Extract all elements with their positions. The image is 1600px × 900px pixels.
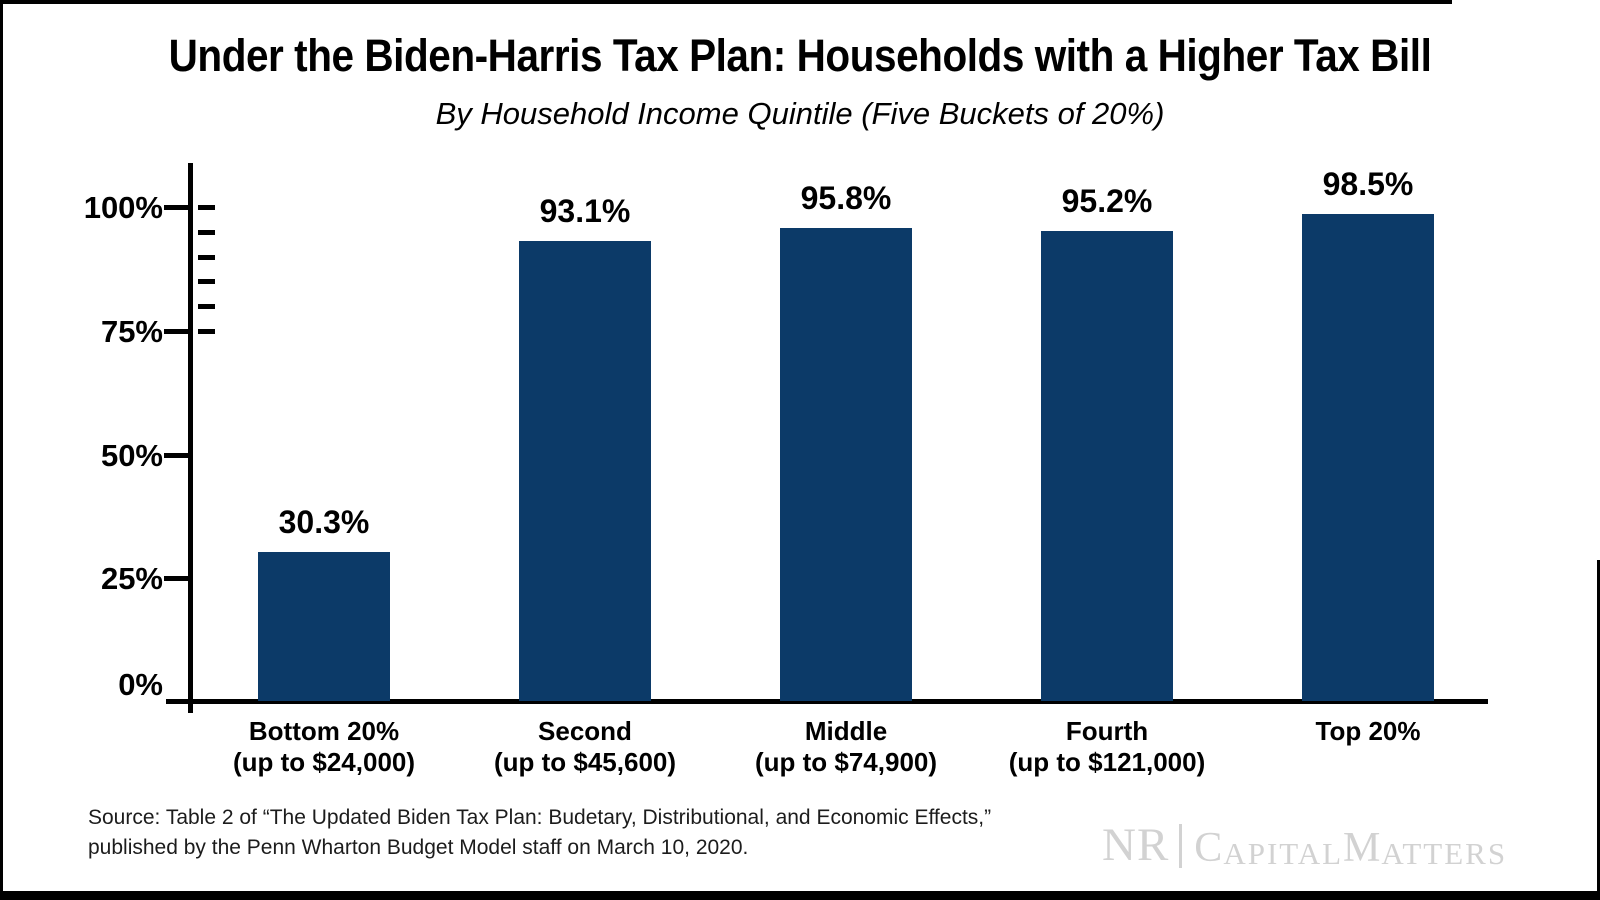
- nr-capital-matters-logo: NR C APITAL M ATTERS: [1102, 819, 1508, 871]
- source-line-2: published by the Penn Wharton Budget Mod…: [88, 836, 749, 859]
- bar: [258, 552, 390, 701]
- x-category-line1: Middle: [804, 716, 888, 746]
- frame-border-right: [1597, 560, 1600, 900]
- bar: [519, 241, 651, 701]
- x-category-line1: Fourth: [1065, 716, 1149, 746]
- bar: [780, 227, 912, 701]
- chart-subtitle: By Household Income Quintile (Five Bucke…: [435, 96, 1165, 131]
- bar: [1041, 230, 1173, 701]
- x-axis-line: [166, 699, 1488, 704]
- frame-border-bottom: [0, 891, 1600, 900]
- logo-capital-initial: C: [1194, 825, 1224, 871]
- y-axis-line: [188, 163, 193, 713]
- y-axis-minor-tick: [198, 229, 215, 235]
- y-axis-minor-tick: [198, 304, 215, 309]
- y-axis-tick-label: 50%: [100, 437, 163, 473]
- x-category-label: Bottom 20% (up to $24,000): [184, 716, 464, 778]
- y-axis-major-tick: [164, 576, 191, 582]
- frame-border-top: [0, 0, 1452, 4]
- x-category-line1: Bottom 20%: [248, 716, 400, 746]
- y-axis-minor-tick: [198, 279, 215, 285]
- x-category-line2: (up to $24,000): [232, 747, 416, 777]
- y-axis-tick-label: 100%: [83, 190, 163, 225]
- x-category-label: Second (up to $45,600): [445, 716, 725, 778]
- x-category-line2: (up to $45,600): [493, 747, 677, 777]
- y-axis-major-tick: [164, 452, 191, 458]
- logo-matters-initial: M: [1343, 825, 1382, 871]
- bar-value-label: 95.2%: [1061, 182, 1153, 219]
- x-category-line1: Second: [538, 716, 632, 746]
- x-category-line2: (up to $74,900): [754, 747, 938, 777]
- y-axis-minor-tick: [198, 254, 215, 260]
- x-category-label: Middle (up to $74,900): [706, 716, 986, 778]
- source-line-1: Source: Table 2 of “The Updated Biden Ta…: [88, 806, 992, 829]
- source-note: Source: Table 2 of “The Updated Biden Ta…: [88, 803, 991, 863]
- logo-divider-bar: [1179, 824, 1183, 868]
- logo-capital-rest: APITAL: [1223, 836, 1344, 871]
- bar-value-label: 93.1%: [539, 193, 631, 230]
- y-axis-minor-tick: [198, 328, 215, 334]
- logo-matters-rest: ATTERS: [1381, 836, 1508, 871]
- bar-value-label: 95.8%: [800, 179, 892, 216]
- x-category-line1: Top 20%: [1315, 716, 1421, 746]
- y-axis-tick-label: 75%: [100, 313, 163, 349]
- y-axis-tick-label: 25%: [100, 561, 163, 597]
- chart-title: Under the Biden-Harris Tax Plan: Househo…: [168, 30, 1432, 81]
- x-category-line2: (up to $121,000): [1008, 747, 1206, 777]
- y-axis-major-tick: [164, 328, 191, 334]
- x-category-label: Top 20%: [1228, 716, 1508, 747]
- frame-border-left: [0, 0, 3, 900]
- logo-nr-text: NR: [1102, 819, 1170, 871]
- bar-value-label: 30.3%: [278, 504, 370, 540]
- bar-value-label: 98.5%: [1322, 166, 1414, 203]
- bar: [1302, 214, 1434, 701]
- y-axis-minor-tick: [198, 205, 215, 210]
- y-axis-tick-label: 0%: [118, 667, 163, 702]
- y-axis-major-tick: [164, 205, 191, 210]
- x-category-label: Fourth (up to $121,000): [967, 716, 1247, 778]
